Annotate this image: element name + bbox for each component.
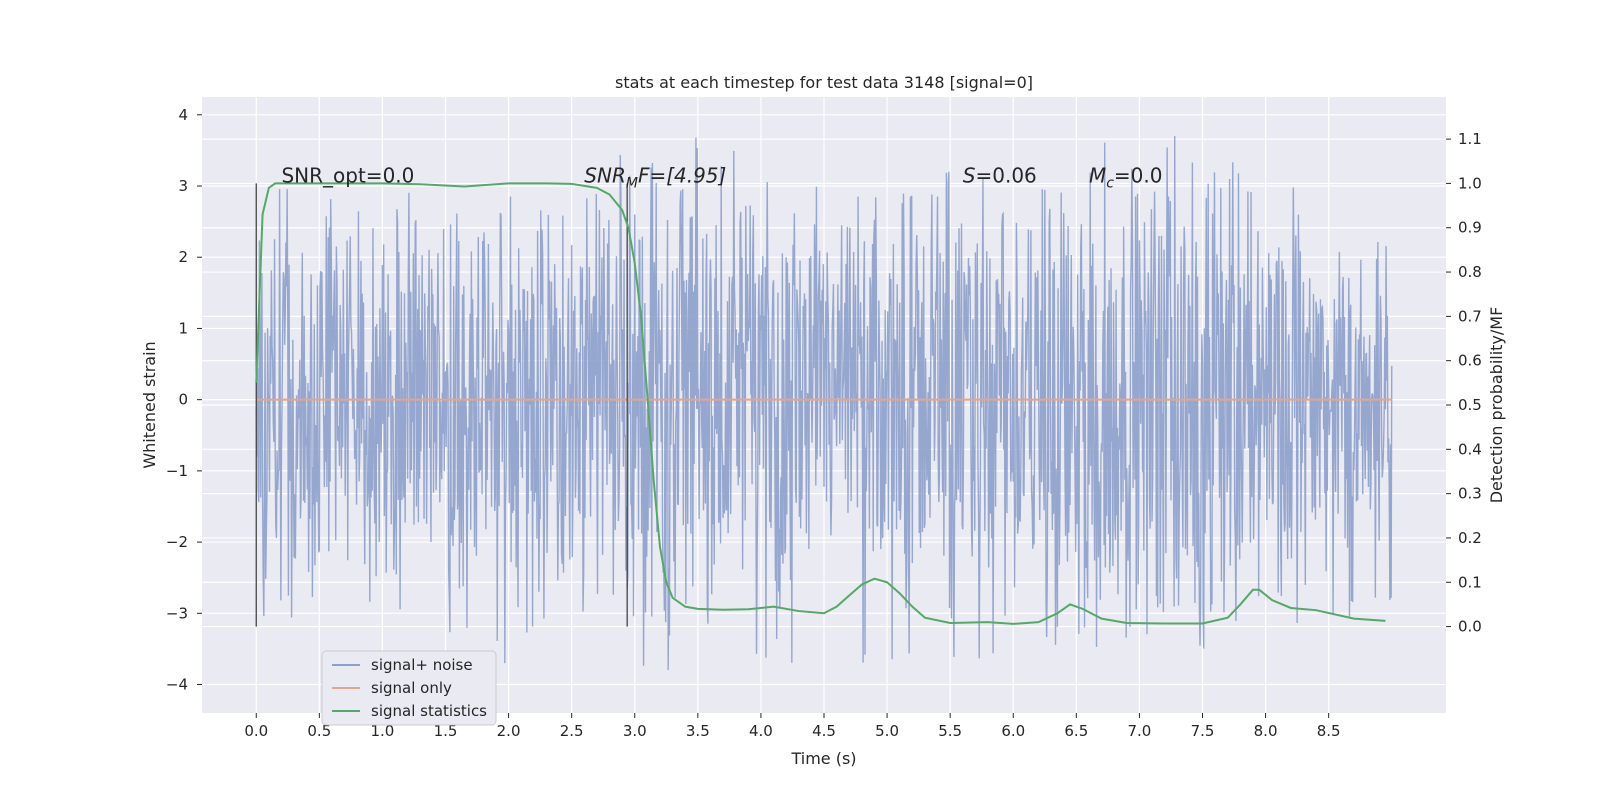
x-axis-label: Time (s): [790, 749, 856, 768]
y2-tick-label: 1.1: [1458, 130, 1482, 148]
y2-tick-label: 0.7: [1458, 307, 1482, 325]
x-tick-label: 6.5: [1064, 722, 1088, 740]
x-tick-label: 7.5: [1191, 722, 1215, 740]
y-tick-label: 2: [178, 248, 188, 266]
annotation-mc-symbol: M: [1089, 163, 1106, 187]
y-tick-label: −2: [166, 533, 188, 551]
y2-axis-ticks: 1.1 1.0 0.9 0.8 0.7 0.6 0.5 0.4 0.3 0.2 0.1 0.0: [1446, 130, 1482, 636]
vertical-marker-lines: [255, 183, 628, 627]
y-tick-label: 3: [178, 177, 188, 195]
y2-axis-label: Detection probability/MF: [1487, 307, 1506, 504]
annotation-s: S=0.06: [963, 163, 1037, 187]
legend-entry-signal-noise: signal+ noise: [371, 656, 473, 674]
y-tick-label: 4: [178, 106, 188, 124]
legend-box: [321, 650, 497, 726]
x-tick-label: 2.0: [497, 722, 521, 740]
y-tick-label: −3: [166, 604, 188, 622]
x-tick-label: 2.5: [560, 722, 584, 740]
annotation-snr-mf: SNRMF=[4.95]: [584, 163, 726, 191]
y2-tick-label: 0.4: [1458, 440, 1482, 458]
y-tick-label: 1: [178, 319, 188, 337]
x-tick-label: 3.5: [686, 722, 710, 740]
y-axis-ticks: 4 3 2 1 0 −1 −2 −3 −4: [166, 106, 202, 694]
annotation-snr-mf-rest: F=[4.95]: [638, 163, 726, 187]
legend: signal+ noise signal only signal statist…: [321, 650, 497, 726]
y2-tick-label: 0.9: [1458, 219, 1482, 237]
x-axis-ticks: 0.0 0.5 1.0 1.5 2.0 2.5 3.0 3.5 4.0 4.5 5.0 5.5 6.0 6…: [244, 713, 1341, 740]
x-tick-label: 5.5: [938, 722, 962, 740]
annotation-mc-sub: c: [1106, 175, 1114, 191]
x-tick-label: 8.5: [1317, 722, 1341, 740]
y2-tick-label: 0.3: [1458, 485, 1482, 503]
signal-statistics-series: [255, 182, 1386, 625]
y2-tick-label: 0.6: [1458, 352, 1482, 370]
x-tick-label: 3.0: [623, 722, 647, 740]
annotation-snr-opt: SNR_opt=0.0: [281, 163, 414, 187]
x-tick-label: 7.0: [1127, 722, 1151, 740]
y2-tick-label: 0.5: [1458, 396, 1482, 414]
annotation-snr-mf-value: F=[4.95]: [638, 163, 726, 187]
signal-noise-line: [255, 136, 1393, 670]
x-tick-label: 0.0: [244, 722, 268, 740]
x-tick-label: 6.0: [1001, 722, 1025, 740]
y-tick-label: −4: [166, 676, 188, 694]
x-tick-label: 5.0: [875, 722, 899, 740]
x-tick-label: 8.0: [1254, 722, 1278, 740]
legend-entry-signal-only: signal only: [371, 679, 452, 697]
y-tick-label: −1: [166, 462, 188, 480]
signal-noise-series: [255, 136, 1393, 670]
x-tick-label: 0.5: [307, 722, 331, 740]
y2-tick-label: 0.8: [1458, 263, 1482, 281]
y2-tick-label: 1.0: [1458, 174, 1482, 192]
x-tick-label: 1.5: [434, 722, 458, 740]
legend-entry-signal-statistics: signal statistics: [371, 702, 487, 720]
x-tick-label: 1.0: [370, 722, 394, 740]
annotation-mc: Mc=0.0: [1089, 163, 1163, 191]
y-tick-label: 0: [178, 391, 188, 409]
x-tick-label: 4.5: [812, 722, 836, 740]
x-tick-label: 4.0: [749, 722, 773, 740]
annotation-snr-mf-main: SNR: [584, 163, 626, 187]
annotation-snr-mf-sub: M: [626, 175, 638, 191]
annotation-s-symbol: S: [963, 163, 976, 187]
y2-tick-label: 0.0: [1458, 618, 1482, 636]
signal-statistics-line: [255, 182, 1386, 625]
annotation-mc-value: =0.0: [1114, 163, 1163, 187]
y2-tick-label: 0.2: [1458, 529, 1482, 547]
chart-title: stats at each timestep for test data 314…: [615, 73, 1033, 92]
annotation-s-value: =0.06: [975, 163, 1036, 187]
y2-tick-label: 0.1: [1458, 573, 1482, 591]
y-axis-label: Whitened strain: [140, 341, 159, 468]
